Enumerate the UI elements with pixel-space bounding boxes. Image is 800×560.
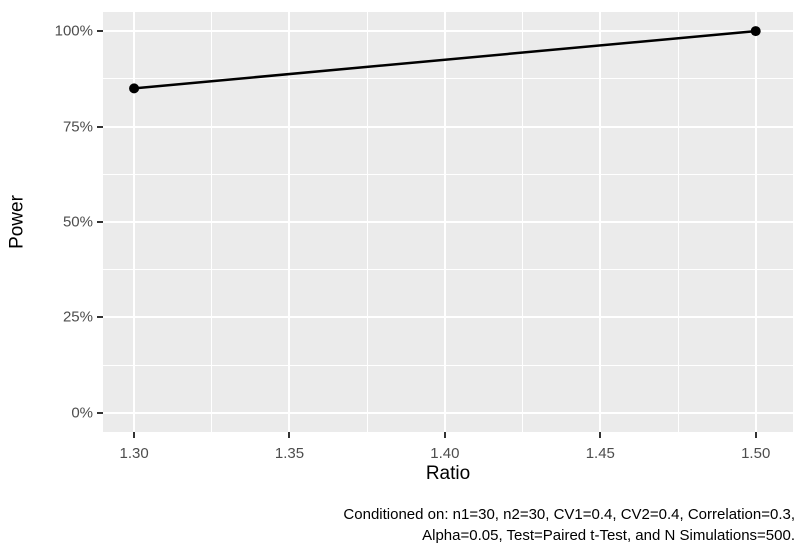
y-minor-gridline <box>103 269 793 271</box>
y-major-gridline <box>103 411 793 414</box>
y-tick-mark <box>97 30 103 33</box>
y-major-gridline <box>103 316 793 319</box>
x-tick-mark <box>443 432 446 438</box>
y-major-gridline <box>103 30 793 33</box>
x-tick-mark <box>754 432 757 438</box>
chart-caption: Conditioned on: n1=30, n2=30, CV1=0.4, C… <box>343 504 795 546</box>
x-tick-mark <box>599 432 602 438</box>
x-tick-label: 1.45 <box>585 445 615 462</box>
y-minor-gridline <box>103 78 793 80</box>
x-tick-mark <box>288 432 291 438</box>
y-minor-gridline <box>103 173 793 175</box>
plot-panel <box>103 12 793 432</box>
caption-line-1: Conditioned on: n1=30, n2=30, CV1=0.4, C… <box>343 506 795 523</box>
y-major-gridline <box>103 221 793 223</box>
y-tick-label: 75% <box>62 118 93 136</box>
y-tick-label: 100% <box>54 22 93 40</box>
y-minor-gridline <box>103 364 793 366</box>
y-tick-mark <box>97 221 103 223</box>
y-tick-label: 0% <box>71 404 93 422</box>
x-tick-mark <box>133 432 136 438</box>
y-tick-mark <box>97 125 103 128</box>
caption-line-2: Alpha=0.05, Test=Paired t-Test, and N Si… <box>422 527 795 544</box>
y-tick-label: 25% <box>62 308 93 326</box>
y-tick-mark <box>97 316 103 319</box>
y-major-gridline <box>103 125 793 128</box>
x-tick-label: 1.50 <box>741 445 771 462</box>
y-tick-mark <box>97 411 103 414</box>
x-axis-title: Ratio <box>425 463 471 484</box>
x-tick-label: 1.35 <box>274 445 305 462</box>
x-tick-label: 1.40 <box>430 445 460 462</box>
x-tick-label: 1.30 <box>119 445 149 462</box>
y-tick-label: 50% <box>62 213 93 231</box>
